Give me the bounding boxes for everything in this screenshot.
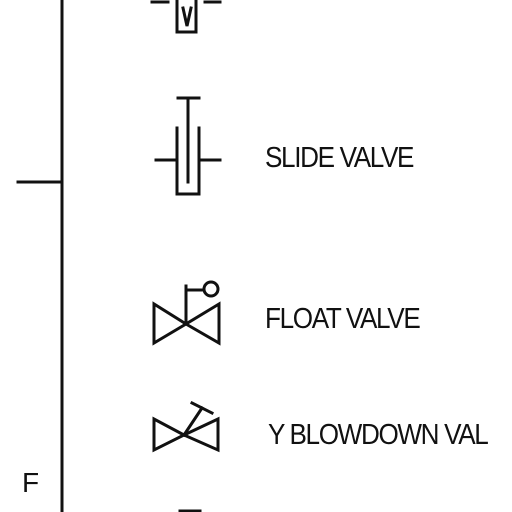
y-blowdown-valve-label: Y BLOWDOWN VAL — [268, 419, 489, 451]
partial-valve-icon — [150, 0, 222, 34]
float-valve-icon — [152, 280, 221, 346]
zone-letter: F — [22, 467, 40, 498]
float-valve-label: FLOAT VALVE — [265, 303, 421, 335]
slide-valve-label: SLIDE VALVE — [265, 142, 414, 174]
slide-valve-icon — [154, 96, 222, 196]
y-blowdown-valve-icon — [152, 400, 220, 453]
